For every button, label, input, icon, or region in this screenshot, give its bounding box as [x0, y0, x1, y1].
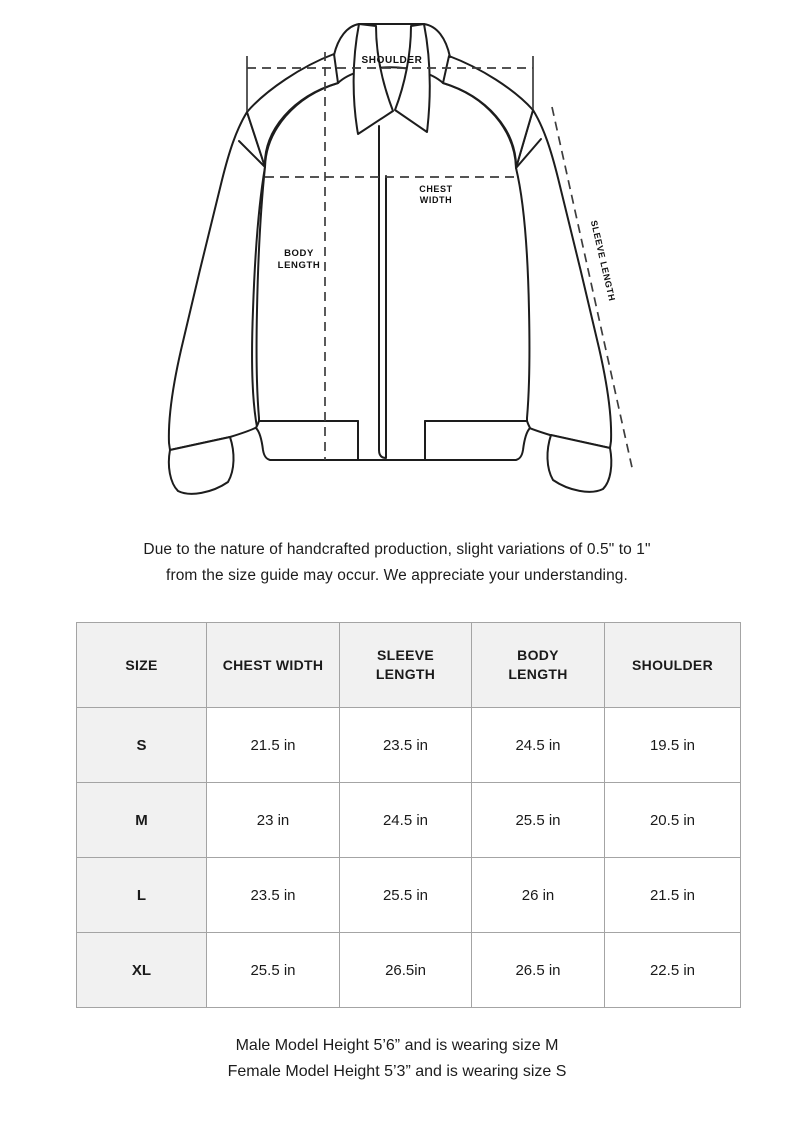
table-row-size-s: S 21.5 in 23.5 in 24.5 in 19.5 in	[76, 707, 741, 783]
jacket-left-sleeve	[167, 111, 266, 451]
jacket-front-placket	[378, 125, 387, 459]
jacket-right-sleeve	[515, 109, 613, 449]
disclaimer-line-2: from the size guide may occur. We apprec…	[166, 567, 628, 584]
female-model-note: Female Model Height 5’3” and is wearing …	[227, 1063, 567, 1080]
size-label-m: M	[76, 782, 207, 858]
body-length-label-line2: LENGTH	[278, 260, 321, 271]
m-shoulder-value: 20.5 in	[604, 782, 741, 858]
production-disclaimer: Due to the nature of handcrafted product…	[0, 537, 794, 589]
table-row-size-xl: XL 25.5 in 26.5in 26.5 in 22.5 in	[76, 932, 741, 1008]
jacket-line-art: SHOULDER CHEST WIDTH BODY LENGTH SLEEVE …	[167, 23, 634, 495]
sleeve-measure-line	[551, 106, 634, 473]
table-row-size-l: L 23.5 in 25.5 in 26 in 21.5 in	[76, 857, 741, 933]
m-body-length-value: 25.5 in	[471, 782, 605, 858]
l-shoulder-value: 21.5 in	[604, 857, 741, 933]
l-sleeve-length-value: 25.5 in	[339, 857, 472, 933]
jacket-collar-left-flap	[352, 23, 394, 135]
xl-sleeve-length-value: 26.5in	[339, 932, 472, 1008]
size-label-xl: XL	[76, 932, 207, 1008]
jacket-collar-band	[333, 23, 451, 58]
column-header-chest-width: CHEST WIDTH	[206, 622, 340, 708]
jacket-right-cuff	[546, 434, 613, 493]
table-row-size-m: M 23 in 24.5 in 25.5 in 20.5 in	[76, 782, 741, 858]
size-chart-header-row: SIZE CHEST WIDTH SLEEVE LENGTH BODY LENG…	[76, 622, 741, 708]
size-label-l: L	[76, 857, 207, 933]
male-model-note: Male Model Height 5’6” and is wearing si…	[235, 1037, 559, 1054]
column-header-sleeve-length: SLEEVE LENGTH	[339, 622, 472, 708]
column-header-size: SIZE	[76, 622, 207, 708]
l-chest-width-value: 23.5 in	[206, 857, 340, 933]
column-header-body-length: BODY LENGTH	[471, 622, 605, 708]
jacket-left-raglan-seam	[238, 140, 266, 168]
body-length-label-line1: BODY	[284, 248, 314, 259]
jacket-left-cuff	[167, 436, 235, 495]
shoulder-label: SHOULDER	[362, 55, 423, 66]
xl-chest-width-value: 25.5 in	[206, 932, 340, 1008]
chest-width-label-line2: WIDTH	[420, 195, 453, 205]
size-chart-table: SIZE CHEST WIDTH SLEEVE LENGTH BODY LENG…	[76, 622, 741, 1008]
s-shoulder-value: 19.5 in	[604, 707, 741, 783]
xl-body-length-value: 26.5 in	[471, 932, 605, 1008]
size-label-s: S	[76, 707, 207, 783]
column-header-shoulder: SHOULDER	[604, 622, 741, 708]
model-height-note: Male Model Height 5’6” and is wearing si…	[0, 1033, 794, 1085]
jacket-measurement-diagram: SHOULDER CHEST WIDTH BODY LENGTH SLEEVE …	[0, 0, 794, 528]
l-body-length-value: 26 in	[471, 857, 605, 933]
disclaimer-line-1: Due to the nature of handcrafted product…	[143, 541, 651, 558]
s-body-length-value: 24.5 in	[471, 707, 605, 783]
xl-shoulder-value: 22.5 in	[604, 932, 741, 1008]
jacket-right-raglan-seam	[515, 138, 542, 169]
s-sleeve-length-value: 23.5 in	[339, 707, 472, 783]
m-chest-width-value: 23 in	[206, 782, 340, 858]
m-sleeve-length-value: 24.5 in	[339, 782, 472, 858]
s-chest-width-value: 21.5 in	[206, 707, 340, 783]
jacket-collar-right-flap	[394, 23, 431, 133]
chest-width-label-line1: CHEST	[419, 184, 453, 194]
